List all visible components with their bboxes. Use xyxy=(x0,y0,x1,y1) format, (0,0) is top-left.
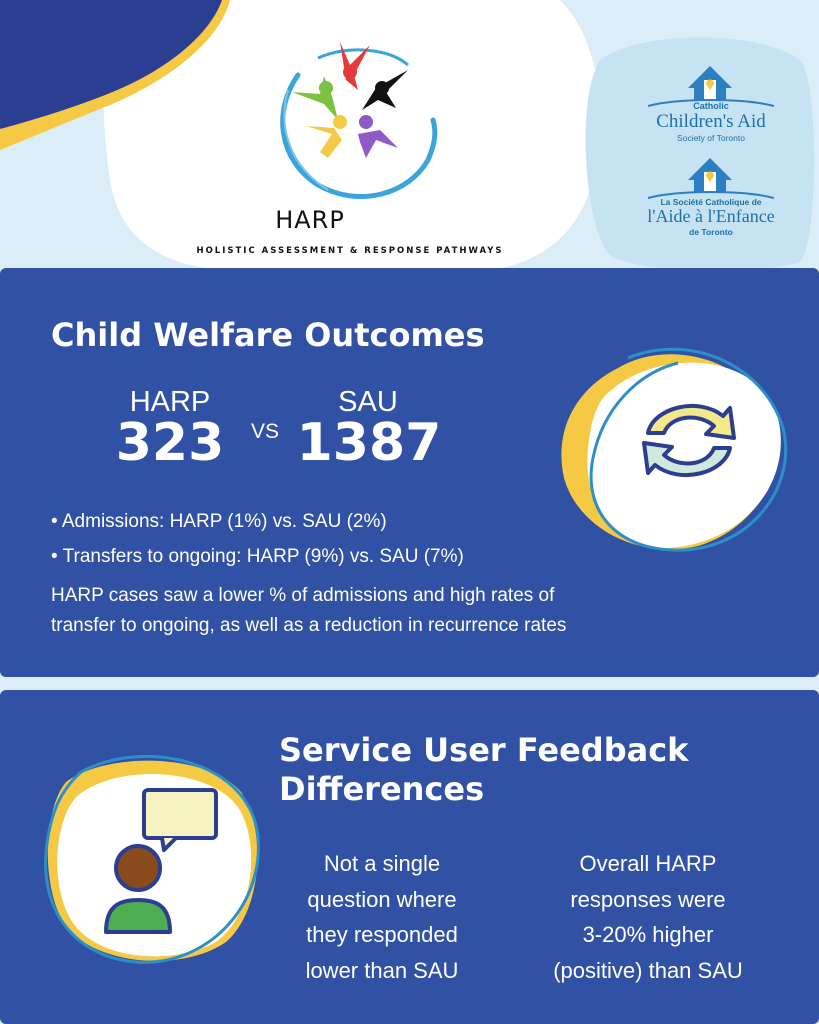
harp-label: HARP xyxy=(129,386,211,418)
feedback-right-text: Overall HARP responses were 3-20% higher… xyxy=(528,846,768,988)
person-speech-bubble-icon xyxy=(44,754,260,964)
feedback-right-line: Overall HARP xyxy=(579,851,717,876)
org-name-en-line2: Children's Aid xyxy=(656,111,766,132)
org-name-en-line1: Catholic xyxy=(693,101,729,111)
sau-count: 1387 xyxy=(296,413,442,473)
outcomes-title: Child Welfare Outcomes xyxy=(51,316,485,354)
harp-people-logo xyxy=(280,42,438,200)
feedback-right-line: 3-20% higher xyxy=(582,922,714,947)
feedback-left-line: Not a single xyxy=(323,851,441,876)
feedback-left-line: question where xyxy=(307,886,457,912)
org-name-fr-line2: l'Aide à l'Enfance xyxy=(647,206,775,226)
feedback-left-line: they responded xyxy=(306,922,458,947)
versus-label: VS xyxy=(250,420,279,443)
org-name-fr-line3: de Toronto xyxy=(689,227,733,237)
feedback-left-text: Not a single question where they respond… xyxy=(272,846,492,988)
house-hands-logo xyxy=(648,158,774,199)
org-name-en-line3: Society of Toronto xyxy=(677,133,745,143)
harp-count: 323 xyxy=(115,413,225,473)
header-background xyxy=(0,0,815,272)
org-name-fr-line1: La Société Catholique de xyxy=(660,197,762,207)
outcome-summary-line: HARP cases saw a lower % of admissions a… xyxy=(51,585,555,606)
outcome-bullet: • Transfers to ongoing: HARP (9%) vs. SA… xyxy=(51,546,464,567)
sau-label: SAU xyxy=(338,386,398,418)
feedback-right-line: responses were xyxy=(570,886,726,912)
feedback-right-line: (positive) than SAU xyxy=(553,957,743,983)
refresh-arrows-icon xyxy=(561,347,788,552)
outcome-summary-line: transfer to ongoing, as well as a reduct… xyxy=(51,615,567,636)
logo-title: HARP xyxy=(275,206,345,234)
logo-subtitle: HOLISTIC ASSESSMENT & RESPONSE PATHWAYS xyxy=(196,246,504,256)
house-hands-logo xyxy=(648,66,774,107)
feedback-left-line: lower than SAU xyxy=(305,957,459,983)
outcome-bullet: • Admissions: HARP (1%) vs. SAU (2%) xyxy=(51,511,387,532)
feedback-title-line1: Service User Feedback xyxy=(279,731,689,769)
feedback-title-line2: Differences xyxy=(279,770,485,808)
